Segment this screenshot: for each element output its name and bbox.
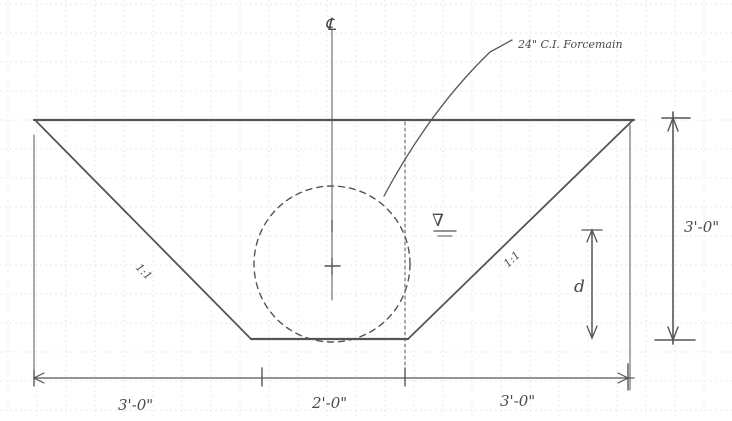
right-slope-label: 1:1 xyxy=(501,249,523,271)
left-side-slope xyxy=(35,120,252,340)
dim-bottom-width: 2'-0" xyxy=(311,394,347,412)
water-surface-marker: ∇ xyxy=(432,211,457,237)
water-depth-label: d xyxy=(574,277,585,297)
water-surface-symbol: ∇ xyxy=(432,211,444,231)
right-side-slope xyxy=(407,120,633,340)
total-depth-dimension: 3'-0" xyxy=(654,111,719,345)
channel-outline xyxy=(32,118,636,341)
centerline-symbol: ℄ xyxy=(325,15,337,35)
dim-right-width: 3'-0" xyxy=(500,392,535,410)
water-depth-dimension: d xyxy=(574,228,603,340)
forcemain-pipe-circle xyxy=(253,185,411,343)
dim-left-width: 3'-0" xyxy=(118,396,153,414)
bottom-width-dimensions: 3'-0" 2'-0" 3'-0" xyxy=(32,363,635,414)
pipe-leader-line xyxy=(383,39,513,197)
pipe-label: 24" C.I. Forcemain xyxy=(517,38,623,51)
total-depth-label: 3'-0" xyxy=(684,218,719,236)
left-slope-label: 1:1 xyxy=(133,261,155,283)
